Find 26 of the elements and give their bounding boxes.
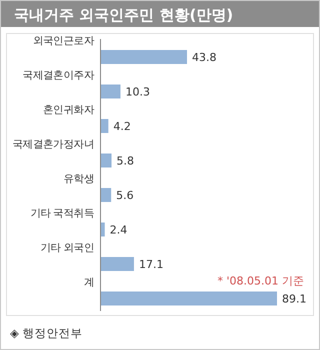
text: ◈ 행정안전부 [10,326,82,340]
annotation: * '08.05.01 기준 [217,274,304,288]
data-label: 17.1 [138,258,164,271]
bar [100,50,188,64]
bar [100,257,134,271]
y-tick-label: 외국인근로자 [32,35,95,47]
y-tick-label: 유학생 [63,173,94,185]
data-label: 43.8 [192,51,217,64]
y-tick-label: 국제결혼이주자 [22,70,95,82]
data-label: 10.3 [125,86,150,98]
bar [100,84,120,98]
y-tick-label: 기타 국적취득 [30,208,95,220]
chart-title: 국내거주 외국인주민 현황(만명) [14,6,234,24]
y-tick-label: 국제결혼가정자녀 [12,138,94,150]
data-label: 5.6 [116,189,134,202]
data-label: 2.4 [110,224,128,236]
bar [100,154,112,168]
bar [100,292,277,306]
data-label: 89.1 [282,292,306,306]
bar [100,119,108,133]
y-tick-label: 계 [84,276,94,288]
bar [100,188,112,202]
y-tick-label: 혼인귀화자 [42,104,95,116]
y-tick-label: 기타 외국인 [40,242,94,254]
data-label: 5.8 [116,154,134,168]
data-label: 4.2 [113,120,131,133]
